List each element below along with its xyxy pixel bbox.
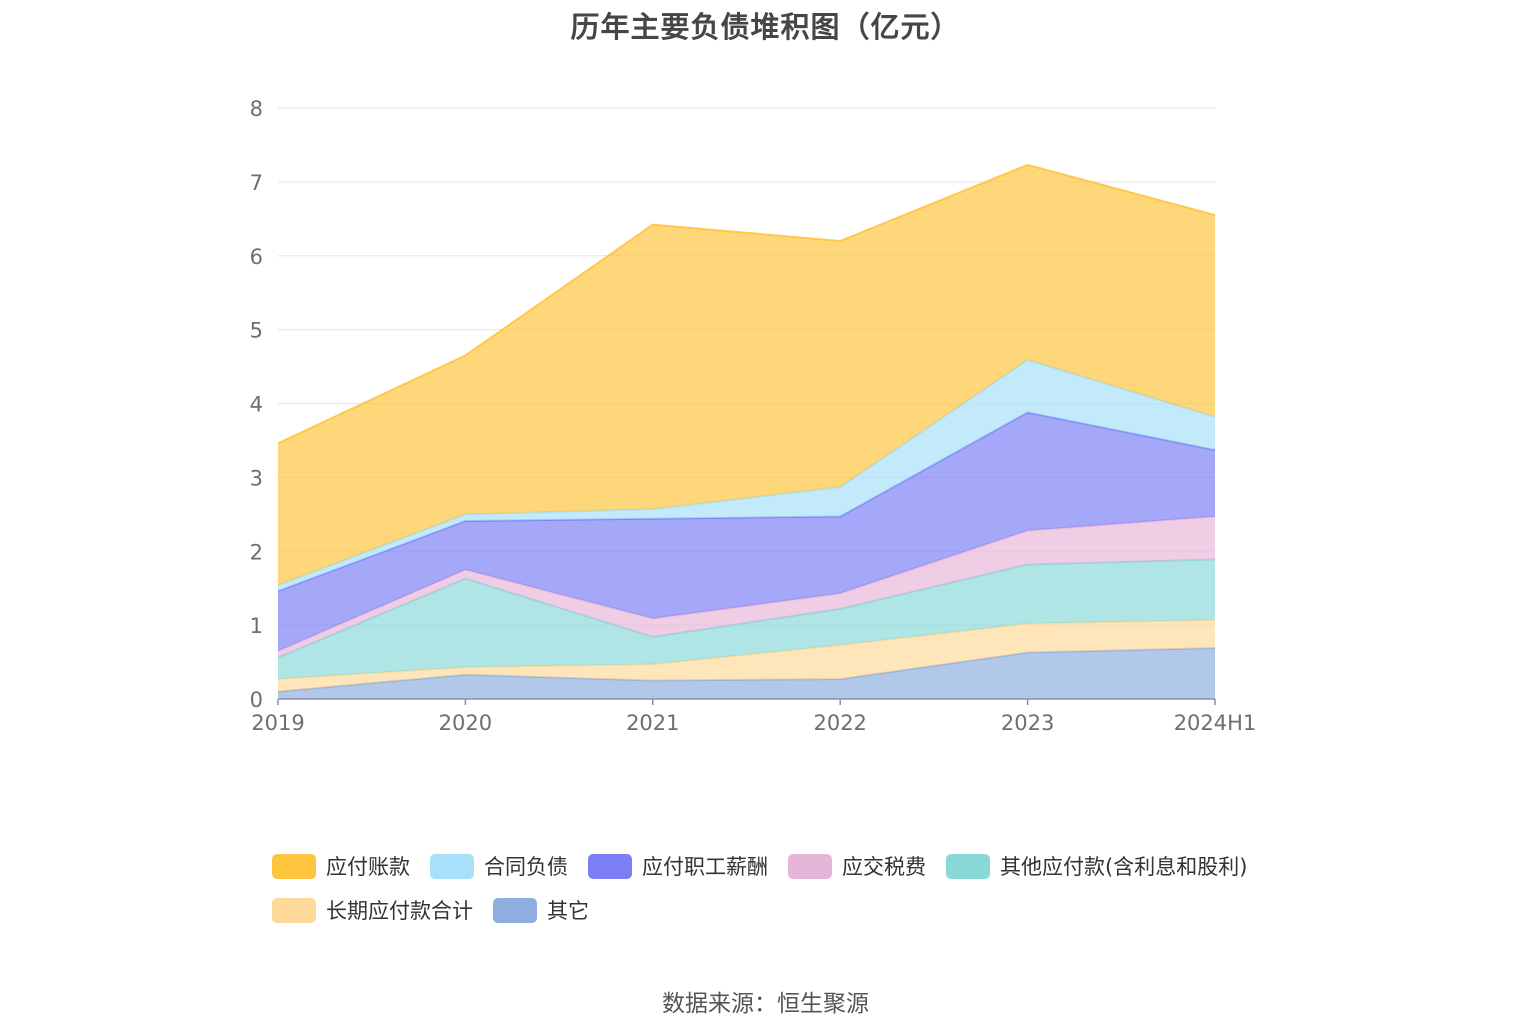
legend-swatch xyxy=(272,897,316,923)
legend-swatch xyxy=(588,853,632,879)
legend-item[interactable]: 合同负债 xyxy=(430,848,568,884)
x-tick-label: 2019 xyxy=(251,711,304,735)
area-series-line-1 xyxy=(277,619,1216,681)
legend-item[interactable]: 应交税费 xyxy=(788,848,926,884)
legend-swatch xyxy=(946,853,990,879)
y-tick-label: 6 xyxy=(250,245,263,269)
y-tick-label: 2 xyxy=(250,540,263,564)
area-series-4 xyxy=(278,412,1215,651)
x-tick-label: 2024H1 xyxy=(1174,711,1257,735)
area-series-6 xyxy=(278,164,1215,586)
area-series-5 xyxy=(278,359,1215,592)
stacked-areas xyxy=(277,163,1216,699)
legend-swatch xyxy=(272,853,316,879)
axes: 0 1 2 3 4 5 6 7 8 2019 2020 2021 2022 2023 2024H1 xyxy=(250,97,1257,735)
legend-label: 应交税费 xyxy=(842,855,926,879)
legend-swatch xyxy=(430,853,474,879)
chart-title: 历年主要负债堆积图（亿元） xyxy=(570,10,961,44)
x-tick-label: 2020 xyxy=(439,711,492,735)
x-tick-label: 2022 xyxy=(813,711,866,735)
legend-label: 应付职工薪酬 xyxy=(642,855,768,879)
y-tick-label: 1 xyxy=(250,614,263,638)
legend-label: 长期应付款合计 xyxy=(326,899,473,923)
legend-label: 其他应付款(含利息和股利) xyxy=(1000,855,1248,879)
area-series-line-6 xyxy=(277,163,1216,445)
legend-label: 合同负债 xyxy=(484,855,568,879)
legend-swatch xyxy=(788,853,832,879)
legend-label: 应付账款 xyxy=(326,855,410,879)
data-source: 数据来源：恒生聚源 xyxy=(662,991,869,1017)
legend-item[interactable]: 应付职工薪酬 xyxy=(588,848,768,884)
y-tick-label: 0 xyxy=(250,688,263,712)
y-tick-label: 3 xyxy=(250,466,263,490)
legend-label: 其它 xyxy=(547,899,589,923)
x-tick-label: 2023 xyxy=(1001,711,1054,735)
y-tick-label: 4 xyxy=(250,393,263,417)
x-tick-label: 2021 xyxy=(626,711,679,735)
area-series-3 xyxy=(278,516,1215,658)
area-series-1 xyxy=(278,620,1215,692)
area-series-0 xyxy=(278,648,1215,699)
y-tick-label: 5 xyxy=(250,319,263,343)
area-series-2 xyxy=(278,559,1215,680)
legend-item[interactable]: 应付账款 xyxy=(272,848,410,884)
y-tick-label: 8 xyxy=(250,97,263,121)
legend-swatch xyxy=(493,897,537,923)
y-tick-label: 7 xyxy=(250,171,263,195)
legend-item[interactable]: 其它 xyxy=(493,892,589,928)
legend-item[interactable]: 长期应付款合计 xyxy=(272,892,473,928)
legend-item[interactable]: 其他应付款(含利息和股利) xyxy=(946,848,1247,884)
legend: 应付账款 合同负债 应付职工薪酬 应交税费 其他应付款(含利息和股利) 长期应付款合计 其它 xyxy=(272,848,1282,928)
